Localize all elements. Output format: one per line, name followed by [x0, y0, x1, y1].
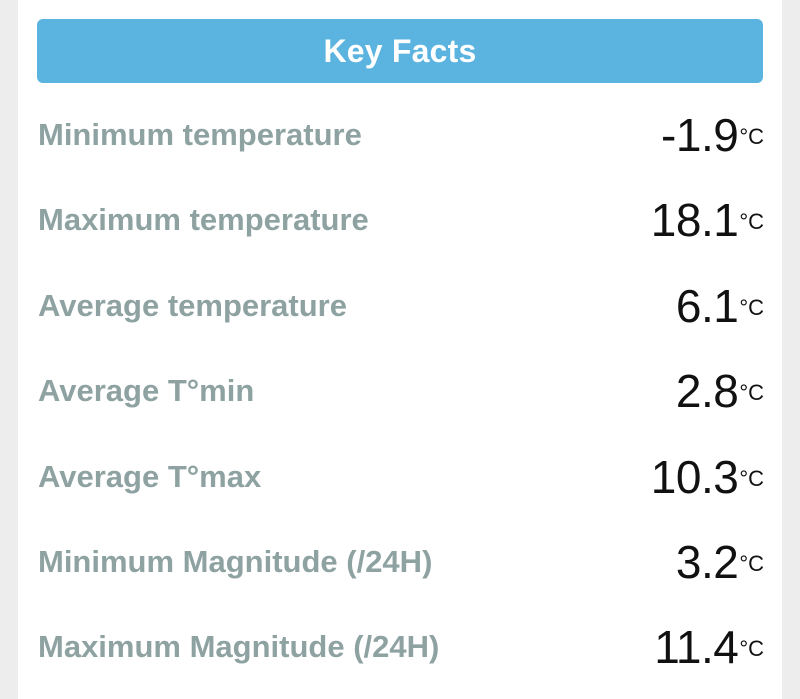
- fact-label: Average T°max: [38, 459, 262, 494]
- fact-value: 2.8 °C: [676, 364, 764, 418]
- fact-row-average-tmin: Average T°min 2.8 °C: [38, 361, 764, 421]
- fact-label: Average T°min: [38, 373, 255, 408]
- fact-value: -1.9 °C: [661, 108, 764, 162]
- key-facts-card: Key Facts Minimum temperature -1.9 °C Ma…: [18, 0, 782, 699]
- fact-row-min-magnitude: Minimum Magnitude (/24H) 3.2 °C: [38, 532, 764, 592]
- fact-row-average-tmax: Average T°max 10.3 °C: [38, 447, 764, 507]
- fact-row-max-temperature: Maximum temperature 18.1 °C: [38, 190, 764, 250]
- fact-label: Maximum temperature: [38, 202, 369, 237]
- fact-unit: °C: [739, 636, 764, 661]
- fact-value: 6.1 °C: [676, 279, 764, 333]
- fact-label: Average temperature: [38, 288, 347, 323]
- fact-value: 11.4 °C: [654, 620, 764, 674]
- fact-label: Minimum Magnitude (/24H): [38, 544, 433, 579]
- fact-number: 11.4: [654, 621, 739, 673]
- fact-value: 3.2 °C: [676, 535, 764, 589]
- fact-unit: °C: [739, 124, 764, 149]
- fact-number: 18.1: [650, 194, 739, 246]
- key-facts-title: Key Facts: [323, 32, 477, 69]
- fact-number: 2.8: [675, 365, 739, 417]
- key-facts-header: Key Facts: [37, 19, 763, 83]
- fact-row-max-magnitude: Maximum Magnitude (/24H) 11.4 °C: [38, 617, 764, 677]
- fact-value: 10.3 °C: [651, 450, 764, 504]
- fact-number: 10.3: [650, 451, 739, 503]
- fact-unit: °C: [739, 551, 764, 576]
- fact-unit: °C: [739, 466, 764, 491]
- fact-row-min-temperature: Minimum temperature -1.9 °C: [38, 105, 764, 165]
- fact-number: -1.9: [661, 109, 739, 161]
- fact-unit: °C: [739, 209, 764, 234]
- fact-value: 18.1 °C: [651, 193, 764, 247]
- fact-row-average-temperature: Average temperature 6.1 °C: [38, 276, 764, 336]
- fact-label: Minimum temperature: [38, 117, 362, 152]
- fact-unit: °C: [739, 295, 764, 320]
- fact-number: 3.2: [675, 536, 739, 588]
- fact-number: 6.1: [675, 280, 739, 332]
- fact-label: Maximum Magnitude (/24H): [38, 629, 440, 664]
- fact-unit: °C: [739, 380, 764, 405]
